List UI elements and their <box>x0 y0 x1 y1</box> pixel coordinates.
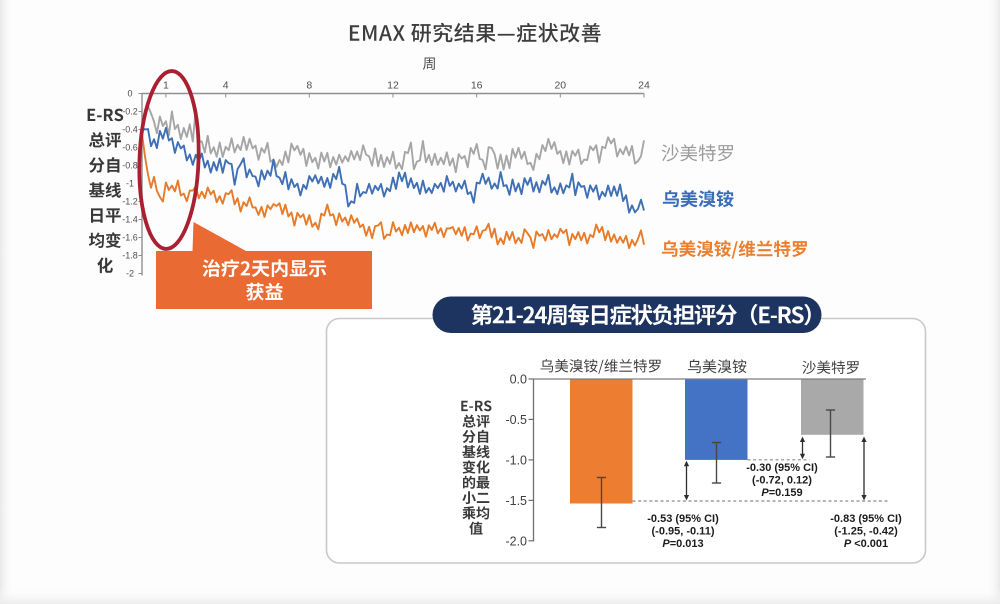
svg-text:20: 20 <box>554 80 566 92</box>
svg-text:-0.4: -0.4 <box>122 125 138 135</box>
svg-text:-1.2: -1.2 <box>122 197 138 207</box>
svg-text:-0.83 (95% CI): -0.83 (95% CI) <box>830 513 902 525</box>
svg-text:-2: -2 <box>126 269 134 279</box>
svg-text:(-0.72, 0.12): (-0.72, 0.12) <box>752 474 812 486</box>
svg-text:-0.5: -0.5 <box>505 413 527 427</box>
svg-text:8: 8 <box>306 80 312 92</box>
svg-text:-0.2: -0.2 <box>122 107 138 117</box>
svg-text:P <0.001: P <0.001 <box>844 538 888 550</box>
svg-text:0.0: 0.0 <box>510 373 527 387</box>
svg-text:(-0.95, -0.11): (-0.95, -0.11) <box>652 526 715 538</box>
svg-text:-1.4: -1.4 <box>122 215 138 225</box>
svg-text:-1.5: -1.5 <box>505 494 527 508</box>
svg-text:-1.6: -1.6 <box>122 233 138 243</box>
svg-text:P=0.159: P=0.159 <box>761 487 802 499</box>
svg-text:-0.30 (95% CI): -0.30 (95% CI) <box>746 462 818 474</box>
svg-text:0: 0 <box>127 89 132 99</box>
svg-text:-2.0: -2.0 <box>505 534 527 548</box>
svg-text:12: 12 <box>387 80 399 92</box>
svg-text:P=0.013: P=0.013 <box>662 538 703 550</box>
svg-text:-1.8: -1.8 <box>122 251 138 261</box>
svg-text:-0.53 (95% CI): -0.53 (95% CI) <box>647 513 719 525</box>
svg-text:-0.8: -0.8 <box>122 161 138 171</box>
svg-text:16: 16 <box>471 80 483 92</box>
svg-text:24: 24 <box>638 80 650 92</box>
svg-text:(-1.25, -0.42): (-1.25, -0.42) <box>834 526 898 538</box>
svg-text:4: 4 <box>223 80 229 92</box>
svg-text:-0.6: -0.6 <box>122 143 138 153</box>
svg-text:1: 1 <box>163 80 169 92</box>
svg-text:-1: -1 <box>126 179 134 189</box>
svg-text:-1.0: -1.0 <box>505 453 527 467</box>
